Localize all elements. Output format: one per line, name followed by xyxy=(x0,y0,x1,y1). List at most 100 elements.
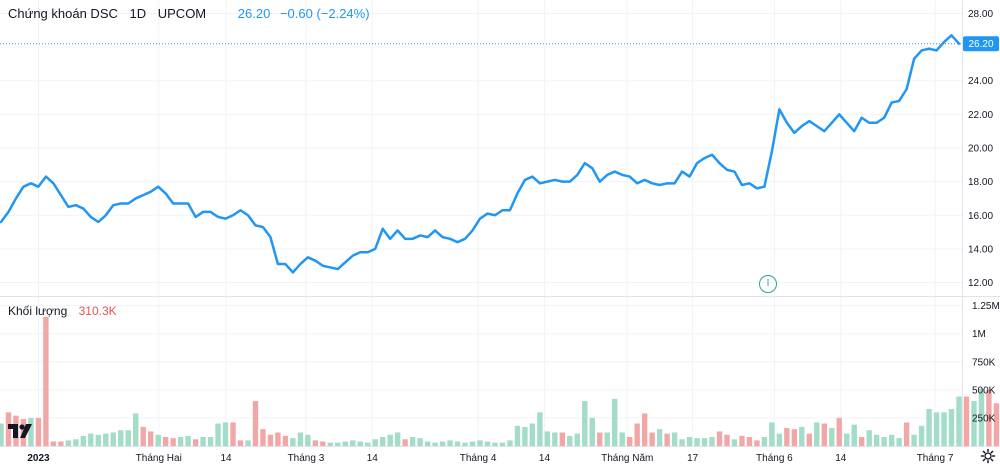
volume-bar xyxy=(686,437,693,446)
x-tick-label: Tháng 7 xyxy=(917,453,954,464)
volume-bar xyxy=(641,413,648,446)
volume-bar xyxy=(335,442,341,446)
volume-bar xyxy=(185,435,191,446)
volume-legend[interactable]: Khối lượng 310.3K xyxy=(8,304,117,318)
volume-bar xyxy=(222,422,229,446)
price-series-line xyxy=(0,34,961,274)
volume-bar xyxy=(65,440,72,446)
volume-bar xyxy=(604,432,610,446)
volume-bar xyxy=(290,438,296,446)
volume-bar xyxy=(784,428,790,446)
volume-bar xyxy=(896,438,902,446)
volume-bar xyxy=(252,401,259,446)
volume-bar xyxy=(821,423,827,446)
x-tick-label: Tháng 3 xyxy=(288,453,325,464)
volume-bar xyxy=(155,434,161,446)
volume-bar xyxy=(873,434,880,446)
volume-bar xyxy=(95,434,101,446)
volume-bar xyxy=(888,434,895,446)
price-y-tick-label: 18.00 xyxy=(968,177,993,188)
volume-bar xyxy=(0,423,4,446)
volume-bar xyxy=(701,438,708,446)
volume-bar xyxy=(58,441,64,446)
volume-bar xyxy=(582,401,588,446)
volume-y-tick-label: 1.25M xyxy=(972,301,1000,312)
volume-bar xyxy=(679,439,685,446)
volume-bar xyxy=(903,422,910,446)
volume-y-tick-label: 1M xyxy=(972,329,986,340)
volume-bar xyxy=(297,432,304,446)
legend-symbol: Chứng khoán DSC xyxy=(8,6,118,21)
volume-bar xyxy=(147,431,154,446)
volume-bar xyxy=(162,437,169,446)
volume-bar xyxy=(88,433,94,446)
grid xyxy=(0,0,962,446)
volume-bar xyxy=(694,438,700,446)
x-tick-label: 14 xyxy=(835,453,847,464)
volume-bar xyxy=(544,431,551,446)
volume-bar xyxy=(409,437,416,446)
volume-y-axis[interactable]: 250K 500K 750K 1M 1.25M xyxy=(972,301,1000,424)
time-x-axis[interactable]: 2023 Tháng Hai 14 Tháng 3 14 Tháng 4 14 Tháng N… xyxy=(27,453,953,464)
volume-bar xyxy=(829,428,835,446)
volume-bar xyxy=(649,432,655,446)
volume-bar xyxy=(133,413,139,446)
volume-bar xyxy=(656,429,663,446)
volume-bar xyxy=(881,437,887,446)
volume-bar xyxy=(43,316,49,446)
volume-bar xyxy=(574,433,580,446)
gear-icon[interactable] xyxy=(980,448,996,464)
legend-last-price: 26.20 xyxy=(237,6,271,21)
volume-bar xyxy=(28,417,34,446)
price-y-tick-label: 12.00 xyxy=(968,278,993,289)
tradingview-logo-icon[interactable] xyxy=(6,418,34,442)
volume-bar xyxy=(394,432,401,446)
x-tick-label: Tháng 4 xyxy=(460,453,497,464)
volume-bar xyxy=(522,426,528,446)
volume-bar xyxy=(836,417,842,446)
series-legend[interactable]: Chứng khoán DSC 1D UPCOM 26.20 −0.60 (−2… xyxy=(8,6,370,21)
x-tick-label: Tháng Năm xyxy=(601,453,653,464)
volume-bar xyxy=(170,438,176,446)
volume-bar xyxy=(956,396,962,446)
volume-bar xyxy=(215,423,221,446)
volume-bar xyxy=(312,440,319,446)
volume-bar xyxy=(365,442,371,446)
volume-bar xyxy=(941,412,947,446)
event-marker-icon[interactable]: I xyxy=(759,275,777,293)
volume-bar xyxy=(761,437,768,446)
x-tick-label: 17 xyxy=(687,453,699,464)
volume-bar xyxy=(634,423,640,446)
price-y-tick-label: 22.00 xyxy=(968,110,993,121)
volume-bar xyxy=(514,425,521,446)
volume-bar xyxy=(754,440,760,446)
volume-y-tick-label: 500K xyxy=(972,385,996,396)
volume-bar xyxy=(447,440,453,446)
legend-change: −0.60 (−2.24%) xyxy=(279,6,370,21)
volume-bar xyxy=(484,441,491,446)
volume-bar xyxy=(454,441,461,446)
volume-bar xyxy=(80,435,87,446)
volume-bar xyxy=(103,433,109,446)
volume-bar xyxy=(469,441,476,446)
volume-y-tick-label: 750K xyxy=(972,357,996,368)
volume-bar xyxy=(746,437,753,446)
price-y-tick-label: 16.00 xyxy=(968,211,993,222)
volume-bar xyxy=(492,442,498,446)
x-tick-label: 14 xyxy=(539,453,551,464)
volume-bar xyxy=(110,432,116,446)
price-y-tick-label: 14.00 xyxy=(968,244,993,255)
volume-bar xyxy=(282,435,289,446)
x-tick-label: 14 xyxy=(221,453,233,464)
volume-bar xyxy=(140,426,146,446)
volume-bar xyxy=(380,437,386,446)
volume-bar xyxy=(357,441,363,446)
volume-bar xyxy=(529,423,536,446)
volume-bar xyxy=(499,442,506,446)
legend-exchange: UPCOM xyxy=(157,6,207,21)
volume-bar xyxy=(769,422,775,446)
volume-bar xyxy=(327,442,334,446)
x-tick-label: 14 xyxy=(367,453,379,464)
volume-bar xyxy=(372,439,378,446)
